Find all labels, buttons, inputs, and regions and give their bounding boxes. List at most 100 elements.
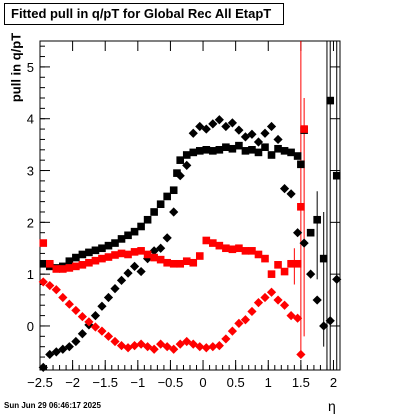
y-tick-label: 2 — [27, 215, 34, 230]
y-axis-label: pull in q/pT — [8, 32, 24, 103]
data-point-diamond — [266, 121, 277, 132]
x-tick-label: −1 — [130, 375, 145, 390]
data-point-diamond — [71, 305, 81, 316]
data-point-square — [72, 262, 80, 271]
y-tick-label: 5 — [27, 60, 34, 75]
data-point-square — [59, 265, 67, 273]
data-point-diamond — [77, 312, 87, 322]
data-point-square — [163, 192, 171, 201]
data-point-square — [326, 96, 335, 105]
data-point-diamond — [156, 243, 166, 253]
data-point-diamond — [175, 171, 185, 181]
data-point-diamond — [64, 299, 74, 309]
data-point-diamond — [110, 284, 120, 294]
data-point-square — [176, 156, 185, 164]
data-point-square — [104, 253, 113, 261]
data-point-diamond — [77, 329, 87, 339]
data-point-diamond — [182, 336, 192, 347]
data-point-diamond — [45, 349, 55, 360]
data-point-square — [189, 148, 198, 157]
data-point-diamond — [332, 274, 342, 284]
data-point-square — [117, 249, 126, 258]
timestamp: Sun Jun 29 06:46:17 2025 — [4, 401, 101, 410]
data-point-square — [261, 143, 269, 152]
data-point-diamond — [110, 336, 120, 347]
data-point-diamond — [312, 295, 322, 305]
data-point-square — [150, 253, 158, 262]
data-point-square — [182, 151, 191, 159]
data-point-square — [91, 256, 100, 265]
data-point-square — [293, 152, 302, 160]
data-point-diamond — [266, 287, 277, 297]
data-point-diamond — [103, 331, 114, 341]
x-tick-label: −2.5 — [27, 375, 53, 390]
data-point-diamond — [136, 266, 146, 277]
y-tick-label: 3 — [27, 164, 34, 179]
data-point-square — [124, 231, 132, 240]
data-point-square — [195, 252, 204, 260]
data-point-square — [111, 239, 119, 247]
data-point-square — [280, 147, 289, 155]
data-point-square — [228, 245, 237, 254]
x-tick-label: −2 — [65, 375, 80, 390]
x-tick-label: −1.5 — [92, 375, 118, 390]
data-point-square — [209, 147, 217, 155]
data-point-diamond — [293, 228, 303, 238]
data-point-diamond — [90, 310, 101, 321]
plot-frame — [39, 40, 341, 371]
data-point-diamond — [90, 322, 101, 332]
data-point-square — [45, 259, 54, 268]
data-point-diamond — [296, 349, 306, 360]
data-point-square — [267, 151, 276, 159]
data-point-diamond — [221, 121, 231, 132]
data-point-square — [78, 261, 87, 269]
data-point-diamond — [260, 292, 270, 303]
data-point-diamond — [260, 128, 270, 138]
data-point-square — [248, 146, 256, 154]
data-point-diamond — [227, 118, 237, 128]
data-point-square — [297, 202, 305, 211]
data-point-diamond — [221, 334, 231, 344]
data-point-square — [124, 250, 132, 259]
data-point-square — [137, 247, 145, 255]
data-point-square — [267, 270, 276, 278]
x-axis-label: η — [328, 398, 336, 414]
data-point-diamond — [38, 362, 48, 373]
data-point-square — [274, 261, 282, 269]
data-point-square — [143, 250, 152, 259]
data-point-diamond — [123, 268, 133, 278]
data-point-square — [65, 264, 74, 272]
data-point-diamond — [240, 315, 251, 325]
data-point-square — [130, 227, 139, 236]
data-point-square — [222, 244, 230, 253]
data-point-diamond — [182, 160, 192, 170]
data-point-square — [254, 148, 263, 157]
data-point-square — [78, 250, 87, 259]
data-point-square — [156, 200, 165, 209]
x-tick-label: 1.5 — [292, 375, 310, 390]
data-point-square — [137, 222, 145, 231]
data-point-square — [143, 215, 152, 224]
data-point-diamond — [169, 344, 179, 354]
y-tick-label: 1 — [27, 267, 34, 282]
data-point-square — [98, 244, 106, 253]
data-point-square — [261, 254, 269, 263]
data-point-diamond — [253, 137, 264, 147]
data-point-diamond — [97, 301, 107, 311]
data-point-square — [297, 160, 305, 169]
data-point-square — [222, 143, 230, 152]
data-point-diamond — [188, 128, 198, 138]
data-point-square — [241, 247, 250, 255]
data-point-square — [117, 235, 126, 243]
data-point-diamond — [234, 318, 244, 328]
data-point-diamond — [253, 298, 264, 308]
x-tick-label: 1 — [265, 375, 272, 390]
x-tick-label: −0.5 — [158, 375, 184, 390]
data-point-diamond — [149, 344, 159, 354]
data-point-diamond — [208, 119, 218, 129]
data-point-diamond — [162, 233, 172, 243]
x-tick-label: 0.5 — [227, 375, 245, 390]
data-point-square — [65, 257, 74, 265]
data-point-diamond — [319, 321, 329, 331]
data-point-diamond — [169, 207, 179, 217]
